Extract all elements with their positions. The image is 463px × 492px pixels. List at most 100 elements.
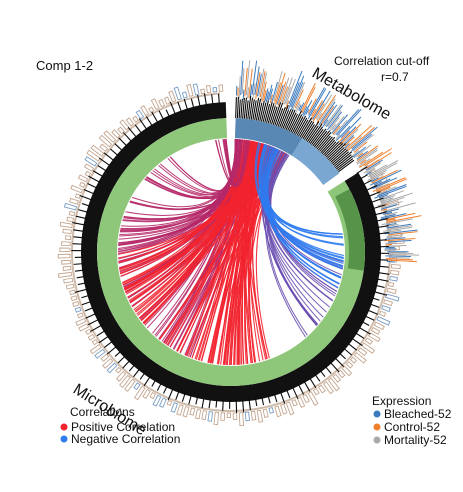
feature-tick: [324, 365, 332, 374]
expression-bar: [182, 405, 190, 418]
feature-tick: [297, 383, 305, 395]
feature-tick: [169, 101, 177, 115]
expression-bar: [364, 337, 374, 345]
feature-tick: [309, 126, 323, 145]
expression-spike: [318, 101, 336, 126]
expression-spike: [386, 236, 397, 239]
expression-bar: [232, 412, 238, 420]
expression-spike: [372, 177, 406, 192]
expression-spike: [269, 94, 274, 104]
feature-tick: [373, 291, 388, 296]
feature-tick: [208, 398, 211, 409]
expression-bar: [142, 388, 151, 400]
feature-tick: [92, 170, 104, 178]
expression-spike: [300, 83, 316, 114]
expression-spike: [344, 143, 350, 149]
expression-spike: [365, 159, 383, 171]
feature-tick: [87, 183, 98, 189]
feature-tick: [275, 108, 284, 127]
feature-tick: [279, 391, 286, 404]
expression-spike: [352, 146, 367, 158]
expression-bar: [62, 265, 72, 271]
feature-ticks-ring: [71, 93, 390, 413]
feature-tick: [85, 312, 97, 319]
feature-tick: [270, 106, 278, 125]
expression-spike: [254, 66, 260, 95]
expression-bar: [70, 184, 84, 194]
feature-tick: [305, 120, 320, 142]
expression-spike: [369, 169, 402, 186]
expression-bar: [57, 271, 73, 279]
feature-tick: [143, 375, 151, 387]
expression-bar: [163, 96, 171, 105]
feature-tick: [78, 209, 89, 213]
expression-spike: [316, 112, 323, 121]
expression-legend-title: Expression: [372, 394, 431, 408]
expression-bar: [98, 134, 113, 148]
expression-bar: [220, 412, 226, 421]
feature-tick: [329, 361, 340, 373]
feature-tick: [285, 109, 296, 131]
feature-tick: [302, 121, 315, 140]
expression-spike: [387, 239, 412, 243]
expression-bar: [200, 88, 206, 95]
expression-spike: [360, 164, 369, 171]
correlation-link: [195, 140, 253, 360]
expression-bar: [345, 361, 354, 369]
expression-bar: [250, 410, 257, 421]
expression-spike: [322, 104, 338, 124]
expression-bar: [103, 130, 117, 143]
feature-tick: [361, 320, 370, 326]
expression-bar: [86, 149, 101, 162]
expression-bar: [386, 287, 397, 295]
expression-spike: [386, 260, 396, 263]
expression-spike: [329, 123, 337, 132]
expression-bar: [262, 408, 269, 418]
expression-bar: [274, 405, 282, 418]
expression-spike: [291, 82, 306, 112]
expression-bar: [256, 409, 264, 423]
expression-spike: [285, 100, 290, 110]
feature-tick: [77, 282, 87, 286]
feature-tick: [240, 98, 243, 119]
feature-tick: [88, 175, 101, 184]
expression-spike: [368, 164, 388, 176]
expression-spike: [386, 234, 404, 237]
expression-spike: [381, 218, 413, 226]
expression-spike: [240, 60, 244, 96]
feature-tick: [73, 236, 84, 239]
expression-spike: [307, 88, 327, 120]
expression-bar: [59, 221, 73, 229]
feature-tick: [248, 97, 254, 120]
feature-tick: [330, 148, 347, 163]
feature-tick: [351, 337, 363, 347]
feature-tick: [103, 152, 115, 162]
expression-bar: [387, 281, 395, 288]
expression-spike: [241, 68, 245, 95]
expression-spike: [389, 256, 410, 259]
expression-spike: [324, 104, 342, 127]
expression-spike: [301, 87, 316, 114]
feature-tick: [325, 141, 342, 158]
feature-tick: [75, 215, 87, 220]
feature-tick: [374, 211, 388, 216]
expression-bar: [353, 352, 367, 364]
feature-tick: [371, 297, 380, 301]
expression-bar: [85, 328, 92, 336]
feature-tick: [285, 389, 291, 399]
feature-tick: [265, 102, 273, 123]
expression-bar: [168, 90, 177, 103]
feature-tick: [76, 275, 86, 279]
expression-spike: [310, 100, 323, 121]
expression-spike: [335, 109, 360, 136]
feature-tick: [165, 109, 171, 118]
feature-tick: [308, 377, 317, 389]
expression-bar: [90, 144, 105, 157]
feature-tick: [96, 329, 106, 337]
feature-tick: [145, 116, 154, 127]
expression-spike: [332, 125, 341, 135]
feature-tick: [324, 141, 340, 157]
expression-spike: [303, 99, 313, 117]
feature-tick: [87, 318, 100, 326]
feature-tick: [320, 136, 336, 153]
